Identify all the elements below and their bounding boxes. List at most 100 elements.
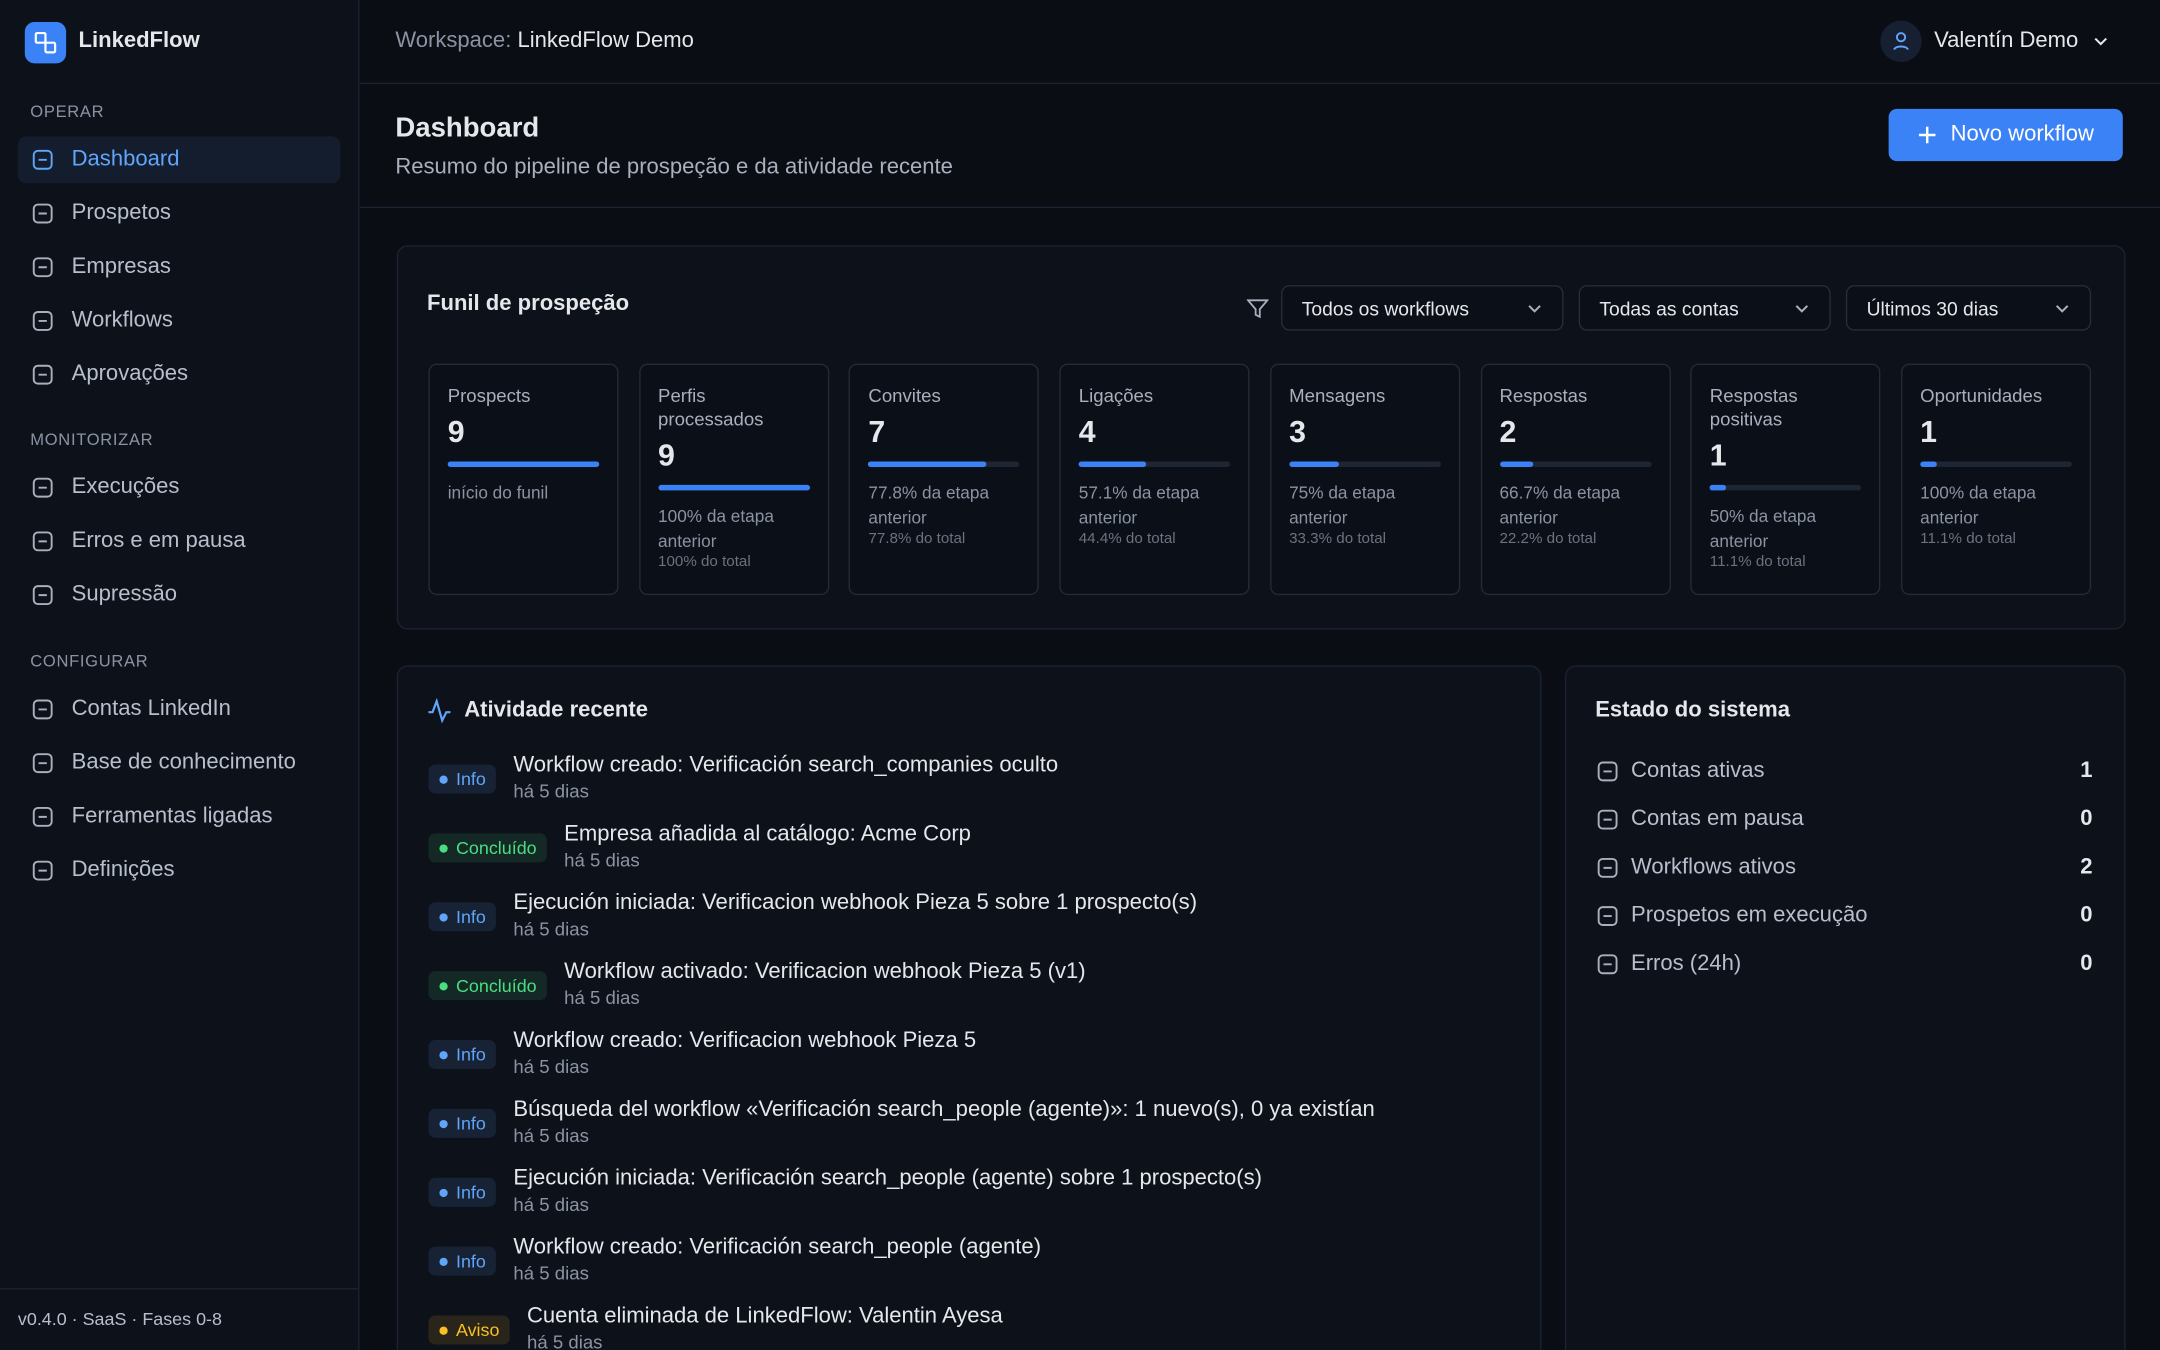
nav-label: Workflows: [71, 308, 173, 332]
funnel-card: Perfis processados 9 100% da etapa anterio…: [638, 363, 829, 596]
nav-item[interactable]: Base de conhecimento: [18, 740, 340, 787]
stage-label: Oportunidades: [1920, 385, 2043, 407]
new-workflow-button[interactable]: Novo workflow: [1888, 108, 2123, 162]
activity-text: Ejecución iniciada: Verificacion webhook…: [513, 891, 1197, 939]
activity-icon: [428, 698, 451, 724]
filter-label: Todos os workflows: [1301, 296, 1470, 319]
nav-item[interactable]: Ferramentas ligadas: [18, 793, 340, 840]
activity-time: há 5 dias: [513, 1056, 589, 1078]
stage-bar: [1709, 484, 1727, 491]
system-value: 0: [2080, 806, 2093, 830]
system-label: Contas ativas: [1631, 758, 1765, 782]
nav-label: Contas LinkedIn: [71, 697, 231, 721]
user-name: Valentín Demo: [1934, 28, 2079, 53]
filter-label: Últimos 30 dias: [1866, 296, 1999, 319]
badge-label: Concluído: [455, 837, 537, 859]
badge: Info: [428, 1108, 496, 1138]
badge-dot: [439, 1119, 448, 1128]
nav-item[interactable]: Empresas: [18, 244, 340, 291]
icon: [32, 699, 53, 720]
badge-dot: [439, 1050, 448, 1059]
activity-text: Búsqueda del workflow «Verificación sear…: [513, 1098, 1374, 1146]
nav-item[interactable]: Definições: [18, 847, 340, 894]
stage-bar: [1920, 461, 1937, 467]
activity-time: há 5 dias: [526, 1332, 603, 1350]
activity-panel: [396, 665, 1542, 1350]
nav-item[interactable]: Workflows: [18, 298, 340, 345]
bar-track: [447, 461, 600, 467]
activity-message: Workflow creado: Verificacion webhook Pi…: [513, 1029, 977, 1053]
nav-label: Prospetos: [71, 201, 171, 225]
avatar: [1880, 20, 1922, 62]
funnel-card: Respostas 2 66.7% da etapa anterior 22.2% d…: [1480, 363, 1671, 596]
bar-track: [1709, 484, 1862, 491]
nav-item[interactable]: Contas LinkedIn: [18, 686, 340, 733]
filter-select[interactable]: Todas as contas: [1578, 285, 1831, 331]
stage-note: 66.7% da etapa anterior: [1499, 483, 1621, 528]
nav-section: CONFIGURAR: [30, 651, 149, 671]
activity-item: Info Workflow creado: Verificacion webhoo…: [428, 1029, 1516, 1098]
nav-item[interactable]: Dashboard: [17, 136, 341, 184]
activity-text: Cuenta eliminada de LinkedFlow: Valentin…: [527, 1305, 1003, 1350]
stage-label: Respostas: [1499, 385, 1588, 407]
filter-select[interactable]: Todos os workflows: [1281, 285, 1564, 331]
activity-list: Info Workflow creado: Verificación search…: [428, 754, 1516, 1350]
icon: [1597, 809, 1618, 829]
activity-item: Info Ejecución iniciada: Verificacion web…: [428, 891, 1516, 960]
plus-icon: [1918, 126, 1936, 144]
user-menu[interactable]: Valentín Demo: [1880, 20, 2108, 62]
funnel-card: Ligações 4 57.1% da etapa anterior 44.4% do…: [1059, 363, 1250, 596]
system-row: Contas em pausa 0: [1595, 795, 2093, 843]
workspace: Workspace: LinkedFlow Demo: [395, 29, 694, 54]
nav-item[interactable]: Aprovações: [18, 351, 340, 398]
badge-label: Concluído: [455, 975, 537, 996]
funnel-title: Funil de prospeção: [427, 292, 630, 316]
badge-dot: [439, 981, 448, 990]
stage-value: 9: [447, 414, 465, 450]
workspace-label: Workspace:: [395, 28, 512, 53]
stage-bar: [447, 461, 600, 467]
system-row: Contas ativas 1: [1595, 747, 2093, 795]
stage-bar: [868, 461, 987, 467]
badge-dot: [439, 1325, 448, 1335]
system-label: Workflows ativos: [1631, 854, 1796, 879]
badge-label: Info: [455, 1113, 486, 1134]
nav-item[interactable]: Erros e em pausa: [18, 518, 340, 565]
icon: [32, 585, 53, 606]
system-value: 2: [2080, 854, 2093, 879]
badge-dot: [439, 1257, 448, 1266]
activity-item: Aviso Cuenta eliminada de LinkedFlow: Val…: [428, 1305, 1516, 1350]
system-label: Contas em pausa: [1631, 806, 1804, 830]
nav-item[interactable]: Prospetos: [18, 190, 340, 237]
funnel-card: Mensagens 3 75% da etapa anterior 33.3% do …: [1269, 363, 1460, 596]
system-value: 0: [2080, 951, 2093, 975]
bar-track: [658, 484, 810, 491]
nav-label: Dashboard: [71, 147, 180, 171]
stage-note: 75% da etapa anterior: [1289, 483, 1396, 528]
activity-title: Atividade recente: [464, 698, 648, 722]
version: v0.4.0 · SaaS · Fases 0-8: [17, 1308, 222, 1330]
badge-dot: [439, 774, 448, 784]
stage-note: 100% da etapa anterior: [1920, 483, 2037, 528]
nav-section: OPERAR: [30, 101, 105, 122]
activity-message: Empresa añadida al catálogo: Acme Corp: [564, 822, 971, 846]
activity-time: há 5 dias: [564, 849, 640, 871]
nav-item[interactable]: Execuções: [18, 464, 340, 511]
badge-label: Info: [455, 906, 486, 928]
filter-select[interactable]: Últimos 30 dias: [1845, 285, 2092, 331]
nav-label: Base de conhecimento: [71, 750, 296, 775]
sidebar: LinkedFlow v0.4.0 · SaaS · Fases 0-8 OPE…: [0, 0, 360, 1350]
stage-label: Mensagens: [1289, 385, 1386, 407]
bar-track: [1078, 461, 1231, 467]
logo: [24, 22, 67, 64]
bar-track: [868, 461, 1020, 467]
stage-total: 77.8% do total: [868, 530, 966, 547]
nav-label: Supressão: [71, 582, 178, 607]
icon: [1597, 905, 1618, 926]
bar-track: [1289, 461, 1441, 467]
nav-section: MONITORIZAR: [30, 429, 154, 450]
nav-item[interactable]: Supressão: [18, 572, 340, 619]
nav-label: Definições: [71, 858, 175, 882]
bar-track: [1499, 461, 1651, 467]
